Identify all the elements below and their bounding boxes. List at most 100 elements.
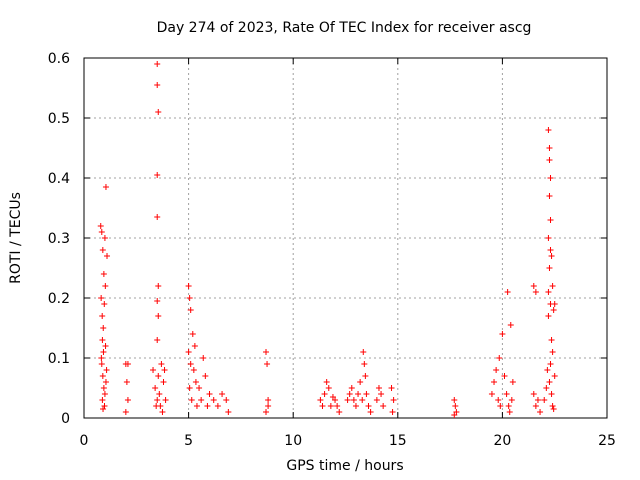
roti-point xyxy=(548,253,555,259)
roti-point xyxy=(99,373,106,379)
roti-point xyxy=(548,337,555,343)
roti-point xyxy=(263,409,270,415)
roti-point xyxy=(501,373,508,379)
roti-point xyxy=(549,403,556,409)
roti-point xyxy=(198,397,205,403)
x-tick-label: 10 xyxy=(284,433,302,449)
roti-point xyxy=(530,283,537,289)
x-axis-label: GPS time / hours xyxy=(286,458,403,474)
roti-point xyxy=(102,184,109,190)
roti-point xyxy=(367,409,374,415)
roti-point xyxy=(534,397,541,403)
roti-point xyxy=(160,379,167,385)
roti-point xyxy=(325,385,332,391)
roti-point xyxy=(191,343,198,349)
roti-point xyxy=(355,391,362,397)
roti-point xyxy=(162,397,169,403)
y-tick-label: 0.5 xyxy=(48,111,70,127)
roti-point xyxy=(344,397,351,403)
roti-point xyxy=(541,397,548,403)
roti-point xyxy=(361,361,368,367)
y-tick-label: 0.1 xyxy=(48,351,70,367)
y-tick-label: 0.4 xyxy=(48,171,70,187)
roti-point xyxy=(548,391,555,397)
roti-point xyxy=(214,403,221,409)
roti-point xyxy=(508,397,515,403)
roti-point xyxy=(155,373,162,379)
y-tick-label: 0 xyxy=(61,411,70,427)
roti-point xyxy=(317,397,324,403)
roti-point xyxy=(154,397,161,403)
roti-point xyxy=(334,403,341,409)
roti-point xyxy=(390,397,397,403)
roti-point xyxy=(497,403,504,409)
roti-point xyxy=(185,349,192,355)
chart-title: Day 274 of 2023, Rate Of TEC Index for r… xyxy=(157,20,532,36)
roti-point xyxy=(546,265,553,271)
roti-point xyxy=(154,172,161,178)
roti-point xyxy=(103,367,110,373)
roti-point xyxy=(547,361,554,367)
roti-point xyxy=(99,337,106,343)
roti-point xyxy=(495,397,502,403)
roti-point xyxy=(547,175,554,181)
roti-point xyxy=(161,367,168,373)
roti-point xyxy=(532,289,539,295)
roti-point xyxy=(493,367,500,373)
roti-point xyxy=(365,403,372,409)
roti-point xyxy=(544,367,551,373)
roti-point xyxy=(265,403,272,409)
roti-point xyxy=(154,82,161,88)
x-tick-label: 20 xyxy=(493,433,511,449)
roti-point xyxy=(99,313,106,319)
roti-point xyxy=(543,385,550,391)
roti-point xyxy=(99,397,106,403)
roti-point xyxy=(98,361,105,367)
roti-point xyxy=(363,391,370,397)
roti-point xyxy=(323,379,330,385)
roti-point xyxy=(546,157,553,163)
roti-point xyxy=(204,403,211,409)
roti-point xyxy=(104,253,111,259)
roti-point xyxy=(185,283,192,289)
roti-point xyxy=(98,229,105,235)
roti-point xyxy=(101,301,108,307)
roti-point xyxy=(545,127,552,133)
roti-point xyxy=(332,397,339,403)
roti-point xyxy=(265,397,272,403)
roti-point xyxy=(186,295,193,301)
y-axis-label: ROTI / TECUs xyxy=(8,192,24,284)
roti-point xyxy=(499,331,506,337)
roti-point xyxy=(547,217,554,223)
roti-point xyxy=(101,391,108,397)
roti-point xyxy=(506,409,513,415)
roti-point xyxy=(546,145,553,151)
roti-point xyxy=(360,349,367,355)
roti-point xyxy=(123,379,130,385)
roti-point xyxy=(550,406,557,412)
y-tick-label: 0.2 xyxy=(48,291,70,307)
roti-point xyxy=(196,385,203,391)
roti-point xyxy=(509,379,516,385)
roti-point xyxy=(97,223,104,229)
roti-point xyxy=(150,367,157,373)
roti-point xyxy=(551,373,558,379)
roti-point xyxy=(155,109,162,115)
roti-point xyxy=(159,409,166,415)
roti-point xyxy=(206,391,213,397)
roti-point xyxy=(154,337,161,343)
roti-point xyxy=(350,397,357,403)
roti-point xyxy=(549,283,556,289)
roti-point xyxy=(154,298,161,304)
roti-point xyxy=(154,61,161,67)
x-tick-label: 15 xyxy=(389,433,407,449)
roti-point xyxy=(263,349,270,355)
roti-point xyxy=(507,322,514,328)
roti-point xyxy=(389,409,396,415)
roti-point xyxy=(319,403,326,409)
roti-point xyxy=(505,403,512,409)
roti-point xyxy=(346,391,353,397)
roti-point xyxy=(451,412,458,418)
roti-point xyxy=(451,397,458,403)
